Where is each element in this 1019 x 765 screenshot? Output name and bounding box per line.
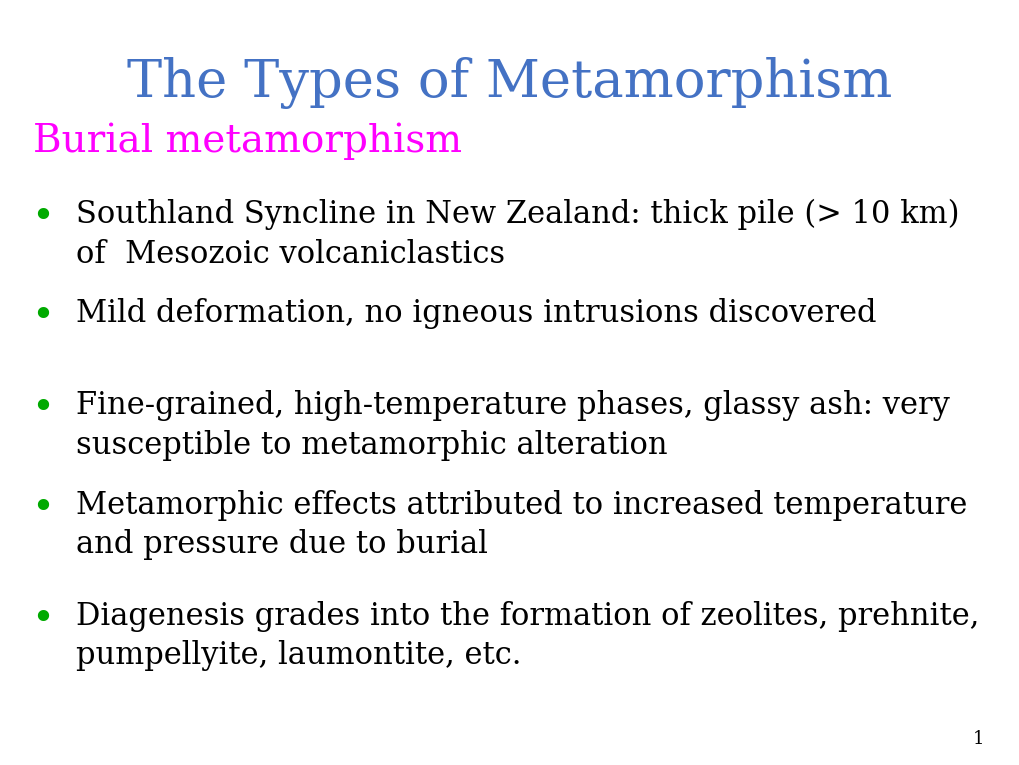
Text: •: • [32, 490, 54, 526]
Text: •: • [32, 390, 54, 427]
Text: 1: 1 [972, 730, 983, 748]
Text: Diagenesis grades into the formation of zeolites, prehnite,
pumpellyite, laumont: Diagenesis grades into the formation of … [76, 601, 979, 671]
Text: •: • [32, 298, 54, 335]
Text: The Types of Metamorphism: The Types of Metamorphism [127, 57, 892, 109]
Text: Southland Syncline in New Zealand: thick pile (> 10 km)
of  Mesozoic volcaniclas: Southland Syncline in New Zealand: thick… [76, 199, 959, 269]
Text: Burial metamorphism: Burial metamorphism [33, 122, 462, 160]
Text: •: • [32, 601, 54, 637]
Text: Mild deformation, no igneous intrusions discovered: Mild deformation, no igneous intrusions … [76, 298, 876, 330]
Text: Fine-grained, high-temperature phases, glassy ash: very
susceptible to metamorph: Fine-grained, high-temperature phases, g… [76, 390, 950, 461]
Text: Metamorphic effects attributed to increased temperature
and pressure due to buri: Metamorphic effects attributed to increa… [76, 490, 967, 560]
Text: •: • [32, 199, 54, 236]
